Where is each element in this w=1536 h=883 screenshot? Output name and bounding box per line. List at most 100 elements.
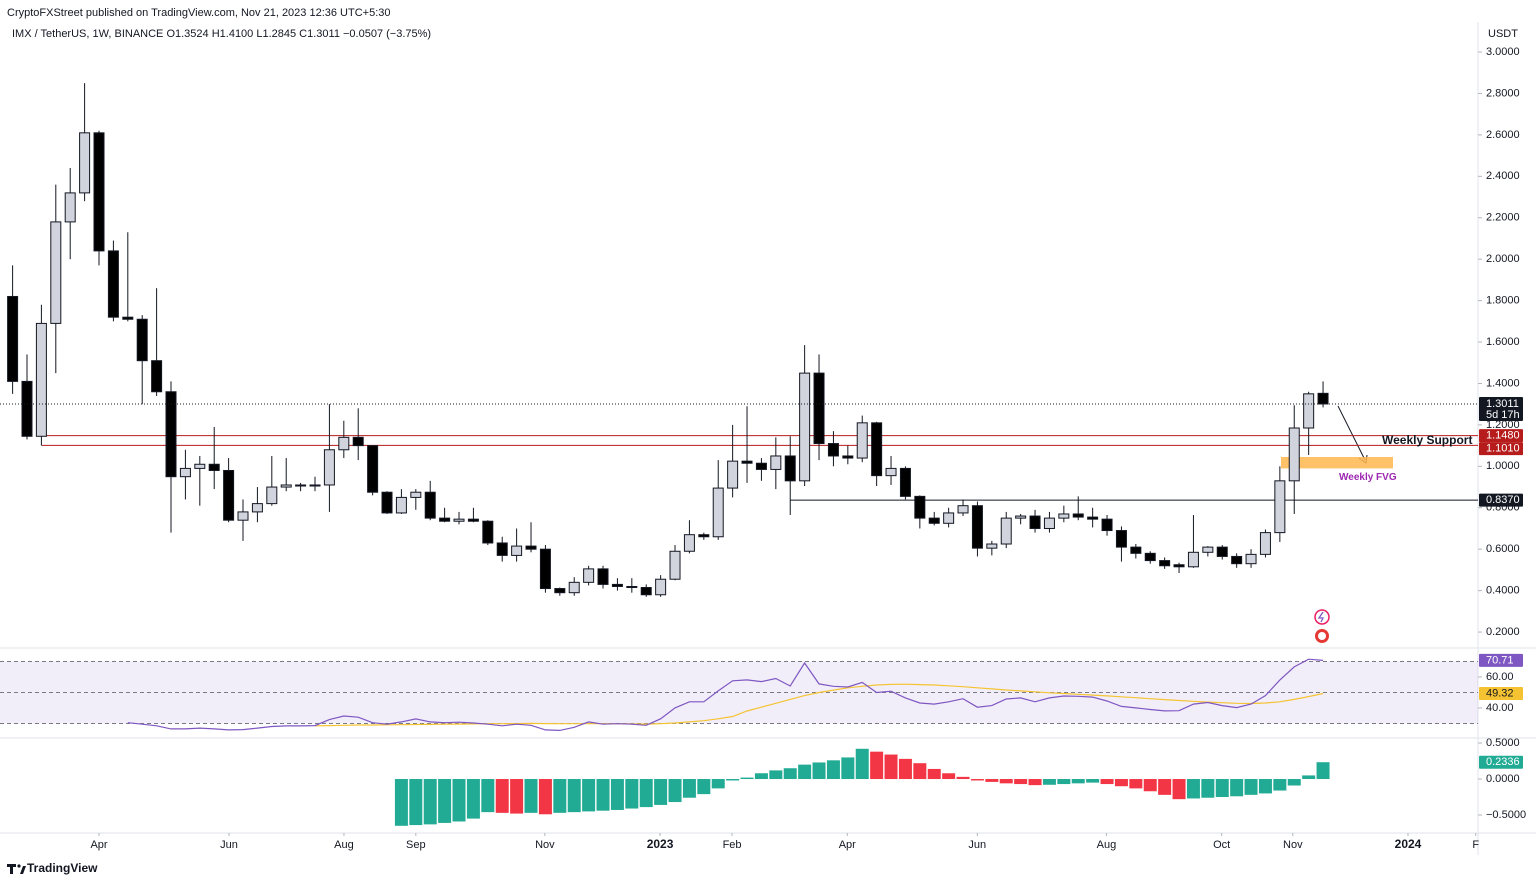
- ao-bar: [1215, 779, 1229, 798]
- candle-body: [1144, 552, 1156, 562]
- candle-body: [7, 295, 19, 382]
- x-tick-label: Jun: [968, 839, 986, 851]
- x-tick-label: 2023: [647, 837, 674, 851]
- ao-bar: [481, 779, 495, 813]
- ao-bar: [682, 779, 696, 798]
- candle-body: [928, 517, 940, 524]
- candle-body: [309, 484, 321, 487]
- candle-body: [266, 486, 278, 505]
- ao-bar: [1172, 779, 1186, 800]
- level-label: 1.1480: [1486, 430, 1520, 442]
- ao-bar: [913, 763, 927, 780]
- candle-body: [525, 545, 537, 550]
- candle-body: [280, 484, 292, 488]
- candle-body: [1245, 553, 1257, 565]
- y-tick-label: 0.4000: [1486, 585, 1520, 597]
- y-tick-label: 60.00: [1486, 671, 1514, 683]
- y-tick-label: 0.2000: [1486, 626, 1520, 638]
- y-tick-label: 2.2000: [1486, 212, 1520, 224]
- candle-body: [136, 318, 148, 362]
- candle-body: [597, 568, 609, 585]
- rsi-last-label-box: [1479, 653, 1523, 667]
- ao-bar: [639, 779, 653, 808]
- x-tick-label: Apr: [839, 839, 856, 851]
- candle-body: [655, 578, 667, 596]
- ao-bar: [927, 768, 941, 780]
- candle-body: [1159, 560, 1171, 567]
- candle-body: [424, 491, 436, 519]
- candle-body: [842, 455, 854, 459]
- x-tick-label: F: [1472, 839, 1479, 851]
- last-price-label: 1.3011: [1486, 398, 1519, 410]
- symbol-legend: IMX / TetherUS, 1W, BINANCE O1.3524 H1.4…: [12, 28, 431, 40]
- ao-bar: [466, 779, 480, 819]
- candle-body: [1274, 480, 1286, 534]
- ao-bar: [1230, 779, 1244, 797]
- candle-body: [21, 380, 33, 437]
- ao-bar: [668, 779, 682, 803]
- ao-bar: [1028, 779, 1042, 786]
- ao-bar: [754, 773, 768, 780]
- candle-body: [35, 322, 47, 437]
- candle-body: [1259, 532, 1271, 555]
- candle-body: [1015, 515, 1027, 519]
- ao-last-label: 0.2336: [1486, 756, 1520, 768]
- y-tick-label: 1.8000: [1486, 295, 1520, 307]
- candle-body: [1000, 517, 1012, 545]
- candle-body: [698, 534, 710, 538]
- candle-body: [1130, 546, 1142, 554]
- candle-body: [338, 436, 350, 451]
- candle-body: [583, 568, 595, 583]
- ao-bar: [1287, 779, 1301, 786]
- candle-body: [741, 460, 753, 464]
- fvg-label: Weekly FVG: [1339, 472, 1397, 483]
- ao-bar: [898, 758, 912, 780]
- candle-body: [352, 436, 364, 447]
- candle-body: [1202, 546, 1214, 553]
- level-label: 0.8370: [1486, 494, 1520, 506]
- x-tick-label: Oct: [1213, 839, 1230, 851]
- candle-body: [367, 445, 379, 493]
- ao-bar: [553, 779, 567, 813]
- ao-bar: [841, 757, 855, 780]
- candle-body: [237, 511, 249, 521]
- candle-body: [669, 550, 681, 580]
- ao-bar: [582, 779, 596, 812]
- candle-body: [957, 505, 969, 514]
- candle-body: [539, 548, 551, 590]
- footer-brand: TradingView: [27, 861, 98, 875]
- y-tick-label: 3.0000: [1486, 46, 1520, 58]
- x-tick-label: Sep: [406, 839, 426, 851]
- candle-body: [640, 587, 652, 596]
- ao-bar: [596, 779, 610, 811]
- y-tick-label: 1.2000: [1486, 419, 1520, 431]
- support-annotation: Weekly Support: [1382, 433, 1472, 447]
- ao-bar: [625, 779, 639, 809]
- ao-bar: [510, 779, 524, 814]
- candle-body: [1173, 564, 1185, 568]
- ao-bar: [1071, 779, 1085, 784]
- ao-bar: [942, 773, 956, 780]
- candle-body: [1231, 555, 1243, 565]
- x-tick-label: 2024: [1395, 837, 1422, 851]
- candle-body: [93, 132, 105, 252]
- ao-bar: [1201, 779, 1215, 798]
- candle-body: [799, 372, 811, 482]
- candle-body: [165, 391, 177, 478]
- candle-body: [899, 467, 911, 497]
- candle-body: [986, 543, 998, 549]
- ao-bar: [1114, 779, 1128, 787]
- ao-bar: [423, 779, 437, 825]
- y-tick-label: 1.0000: [1486, 460, 1520, 472]
- last-price-box: [1479, 396, 1523, 421]
- candle-body: [856, 422, 868, 459]
- candle-body: [727, 460, 739, 489]
- ao-bar: [855, 748, 869, 780]
- x-tick-label: Nov: [535, 839, 555, 851]
- ao-bar: [1086, 779, 1100, 783]
- ao-bar: [956, 776, 970, 780]
- ao-bar: [740, 777, 754, 780]
- y-tick-label: 1.4000: [1486, 377, 1520, 389]
